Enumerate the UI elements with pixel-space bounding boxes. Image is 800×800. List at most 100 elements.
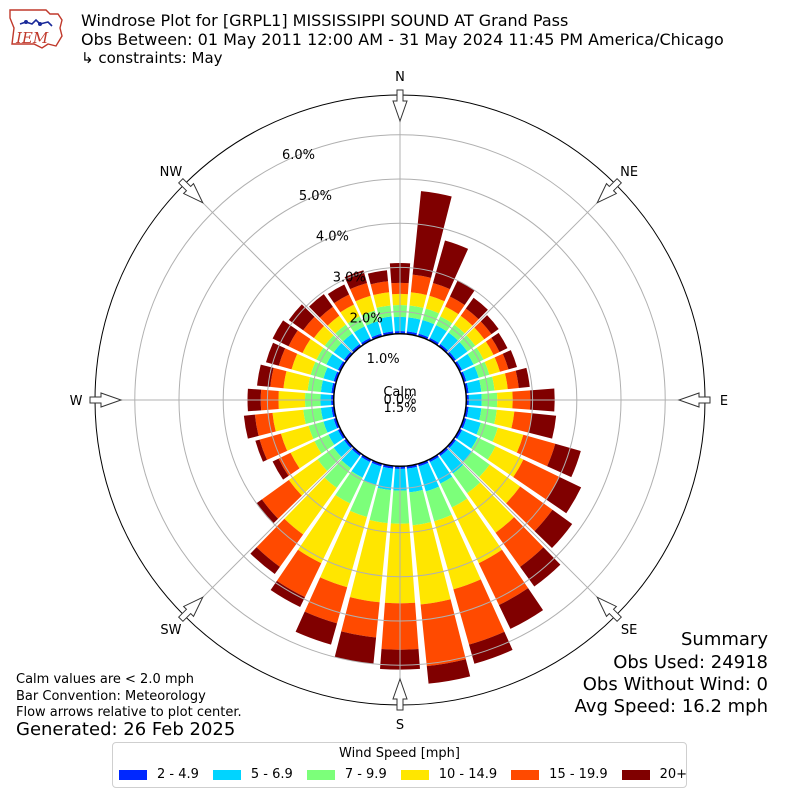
bar-130deg-bin6: [534, 509, 573, 549]
bar-310deg-bin5: [303, 316, 325, 339]
bar-60deg-bin2: [456, 353, 474, 371]
direction-arrows: [89, 89, 711, 711]
bar-300deg-bin5: [288, 330, 311, 353]
bar-240deg-bin2: [328, 429, 344, 445]
bar-130deg-bin1: [447, 438, 456, 449]
legend-swatch-3: [306, 769, 335, 780]
bar-330deg-bin1: [361, 337, 372, 346]
bar-340deg-bin2: [366, 321, 382, 338]
bar-160deg-bin6: [468, 631, 513, 664]
bar-70deg-bin5: [494, 353, 509, 372]
bar-130deg-bin3: [463, 451, 490, 478]
bar-250deg-bin2: [323, 418, 338, 433]
bar-120deg-bin1: [454, 428, 463, 439]
bar-convention-note: Bar Convention: Meteorology: [16, 689, 206, 704]
bar-230deg-bin1: [344, 438, 353, 449]
bar-160deg-bin2: [418, 462, 440, 492]
bar-340deg-bin5: [350, 283, 371, 302]
bar-150deg-bin1: [428, 454, 439, 463]
bar-120deg-bin2: [456, 429, 478, 449]
bar-340deg-bin3: [361, 310, 378, 326]
bar-50deg-bin1: [447, 351, 456, 362]
bar-70deg-bin1: [460, 371, 467, 383]
legend-swatch-5: [511, 769, 540, 780]
arrow-n-icon: [392, 89, 408, 123]
bar-330deg-bin6: [327, 284, 350, 304]
bar-280deg-bin4: [283, 371, 311, 391]
bar-70deg-bin3: [474, 361, 490, 378]
bar-150deg-bin5: [478, 549, 529, 606]
bar-10deg-bin3: [408, 305, 424, 320]
arrow-w-icon: [89, 392, 123, 408]
bar-60deg-bin4: [476, 341, 494, 360]
bar-290deg-bin2: [323, 367, 338, 382]
bar-350deg-bin5: [370, 281, 390, 296]
bar-210deg-bin4: [298, 494, 351, 564]
bar-250deg-bin4: [280, 425, 314, 451]
legend-swatch-2: [212, 769, 241, 780]
bar-20deg-bin1: [417, 333, 429, 340]
bar-280deg-bin2: [320, 380, 334, 394]
bar-250deg-bin3: [308, 421, 328, 440]
radial-tick-label-5: 5.0%: [299, 189, 332, 204]
bar-60deg-bin3: [467, 347, 484, 365]
bar-290deg-bin1: [333, 371, 340, 383]
bar-20deg-bin5: [429, 283, 450, 302]
bar-140deg-bin1: [438, 447, 449, 456]
bar-200deg-bin4: [320, 510, 368, 588]
bar-20deg-bin3: [422, 308, 440, 325]
flow-arrows-note: Flow arrows relative to plot center.: [16, 705, 242, 720]
direction-label-s: S: [396, 718, 404, 733]
bar-230deg-bin2: [333, 440, 351, 458]
bar-210deg-bin6: [270, 580, 305, 608]
direction-label-nw: NW: [160, 165, 183, 180]
calm-label: Calm: [383, 385, 416, 400]
legend: Wind Speed [mph] 2 - 4.9 5 - 6.9 7 - 9.9 10…: [112, 742, 687, 788]
bar-30deg-bin1: [428, 337, 439, 346]
bar-140deg-bin6: [520, 547, 561, 587]
bar-110deg-bin5: [516, 434, 556, 467]
summary-avg-speed: Avg Speed: 16.2 mph: [574, 696, 768, 717]
calm-value: 1.5%: [383, 401, 416, 416]
bar-140deg-bin5: [495, 517, 544, 567]
bar-260deg-bin6: [243, 414, 259, 439]
bar-10deg-bin2: [406, 317, 421, 334]
bar-230deg-bin5: [261, 480, 302, 519]
obs-between: Obs Between: 01 May 2011 12:00 AM - 31 M…: [81, 30, 724, 49]
bar-130deg-bin2: [449, 440, 472, 462]
bar-290deg-bin4: [291, 353, 316, 375]
bar-280deg-bin6: [257, 364, 274, 387]
bar-280deg-bin3: [307, 377, 323, 393]
legend-swatch-6: [621, 769, 650, 780]
bar-50deg-bin4: [466, 327, 485, 346]
bar-250deg-bin5: [259, 433, 288, 460]
windrose-bars: [243, 191, 582, 684]
bar-220deg-bin6: [250, 547, 280, 574]
bar-80deg-bin2: [466, 379, 482, 394]
bar-210deg-bin2: [351, 456, 371, 478]
bar-240deg-bin6: [272, 458, 289, 480]
legend-label-2: 5 - 6.9: [250, 767, 293, 782]
bar-260deg-bin4: [272, 409, 306, 432]
legend-item-4: 10 - 14.9: [400, 767, 497, 782]
bar-150deg-bin6: [498, 588, 544, 629]
bar-310deg-bin4: [313, 325, 334, 346]
bar-190deg-bin3: [369, 487, 391, 524]
bar-220deg-bin4: [284, 477, 337, 535]
radial-ticks: 0.0% 1.0% 2.0% 3.0% 4.0% 5.0% 6.0%: [282, 148, 417, 408]
bar-330deg-bin2: [353, 326, 371, 344]
bar-100deg-bin6: [528, 413, 557, 439]
radial-tick-label-4: 4.0%: [316, 230, 349, 245]
bar-210deg-bin3: [335, 471, 363, 504]
bar-240deg-bin3: [314, 434, 335, 454]
bar-20deg-bin4: [425, 295, 445, 314]
bar-70deg-bin4: [484, 357, 500, 375]
direction-label-e: E: [720, 394, 728, 409]
bar-30deg-bin4: [440, 306, 459, 324]
bar-330deg-bin5: [334, 294, 354, 313]
generated-date: Generated: 26 Feb 2025: [16, 719, 236, 740]
bar-160deg-bin5: [453, 579, 505, 645]
bar-10deg-bin5: [410, 274, 432, 296]
